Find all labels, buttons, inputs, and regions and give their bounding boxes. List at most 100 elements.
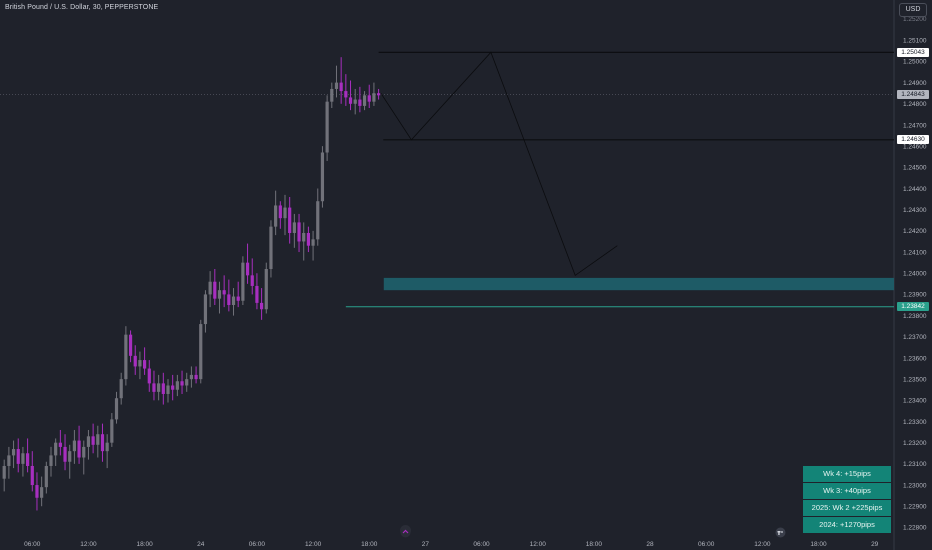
candle [157,374,161,401]
y-tick-label: 1.23600 [903,355,927,362]
candle-body [114,398,119,420]
candle [124,326,128,386]
candle-body [245,262,250,276]
x-tick-label: 27 [422,541,430,548]
pl-box-2025: 2025: Wk 2 +225pips [803,500,891,516]
candle [278,201,282,229]
candle [161,372,165,405]
candle-body [344,91,348,98]
candle-body [68,451,72,462]
symbol-title: British Pound / U.S. Dollar, 30, PEPPERS… [5,4,159,11]
x-tick-label: 18:00 [810,541,827,548]
y-tick-label: 1.22900 [903,504,927,511]
candle [302,222,306,261]
y-tick-label: 1.24700 [903,122,927,129]
y-tick-label: 1.24300 [903,207,927,214]
candle [189,366,193,388]
candle [241,256,245,306]
go-to-realtime-icon[interactable] [400,525,411,538]
candle [367,84,371,109]
x-tick-label: 29 [871,541,879,548]
candle [199,319,203,384]
candle [40,476,44,507]
y-tick-label: 1.24900 [903,80,927,87]
candle-body [292,222,296,233]
y-tick-label: 1.24400 [903,186,927,193]
candle-body [288,207,292,233]
candle [320,146,325,208]
tradingview-logo-icon[interactable] [775,525,786,538]
candle-body [86,436,91,447]
candle-body [213,281,217,299]
candle-body [77,440,81,458]
currency-button[interactable]: USD [899,3,927,17]
candle-body [161,383,165,394]
candle [133,345,137,375]
candle-body [260,302,264,310]
y-tick-label: 1.24800 [903,101,927,108]
price-tag-last-price: 1.24843 [897,90,929,100]
candle [91,423,95,454]
candle-body [348,97,353,104]
candle [11,440,16,469]
candle [21,446,25,477]
candle [2,459,6,492]
candle-body [306,232,310,246]
candle [377,88,381,100]
x-tick-label: 12:00 [305,541,322,548]
y-tick-label: 1.25200 [903,16,927,23]
candle-body [367,95,371,102]
y-tick-label: 1.25000 [903,59,927,66]
candle-body [358,99,362,106]
candle [152,370,156,401]
x-tick-label: 06:00 [249,541,266,548]
x-tick-label: 06:00 [24,541,41,548]
candle [297,213,301,253]
candle [194,366,198,384]
candle-body [44,465,48,488]
candle [119,372,123,405]
candle [49,446,53,477]
candle [231,288,236,316]
candle [260,288,264,320]
y-tick-label: 1.23700 [903,334,927,341]
x-tick-label: 18:00 [586,541,603,548]
x-tick-label: 12:00 [80,541,97,548]
x-tick-label: 28 [646,541,654,548]
candle [288,196,292,244]
y-tick-label: 1.24100 [903,249,927,256]
candle-body [58,442,62,447]
candle-body [269,226,273,269]
price-tag-level: 1.24630 [897,135,929,145]
candle [171,374,175,401]
candle-body [283,207,287,219]
candle [105,434,109,469]
candle [58,429,62,456]
candle-body [7,455,11,466]
candle-body [175,381,179,390]
x-tick-label: 18:00 [136,541,153,548]
y-tick-label: 1.24000 [903,271,927,278]
candle-body [54,442,58,456]
candle [54,438,58,466]
candle [86,429,91,460]
candle [344,74,348,106]
candle [325,95,329,161]
candle [77,425,81,464]
candle-body [143,360,147,369]
candle [348,80,353,111]
candle-body [199,324,203,380]
candle-body [334,82,339,89]
candle [175,374,179,397]
y-tick-label: 1.23100 [903,461,927,468]
candle [208,271,212,308]
candle-body [194,374,198,380]
y-tick-label: 1.23400 [903,398,927,405]
candle [96,425,100,458]
candle-body [274,205,278,227]
candle [213,269,217,306]
candle-body [100,434,105,452]
projection-path[interactable] [380,51,618,277]
demand-zone[interactable] [383,277,894,291]
